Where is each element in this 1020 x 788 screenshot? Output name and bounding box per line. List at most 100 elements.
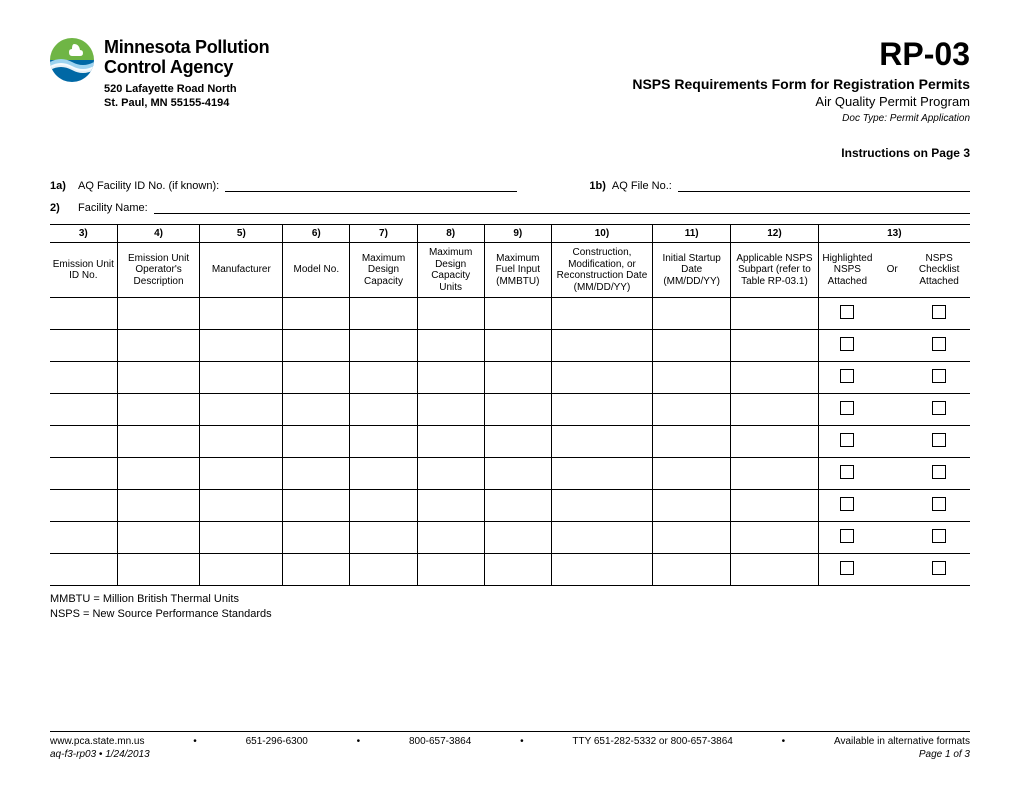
table-cell[interactable] bbox=[653, 458, 731, 490]
table-cell[interactable] bbox=[50, 426, 117, 458]
table-cell[interactable] bbox=[200, 330, 283, 362]
table-cell[interactable] bbox=[350, 490, 417, 522]
table-cell[interactable] bbox=[551, 298, 652, 330]
checklist-attached-checkbox[interactable] bbox=[932, 497, 946, 511]
table-cell[interactable] bbox=[417, 426, 484, 458]
field-1b-input[interactable] bbox=[678, 178, 970, 192]
table-cell[interactable] bbox=[653, 522, 731, 554]
table-cell[interactable] bbox=[200, 426, 283, 458]
checklist-attached-checkbox[interactable] bbox=[932, 529, 946, 543]
field-1a-input[interactable] bbox=[225, 178, 517, 192]
table-cell[interactable] bbox=[50, 458, 117, 490]
table-cell[interactable] bbox=[283, 298, 350, 330]
table-cell[interactable] bbox=[350, 426, 417, 458]
table-cell[interactable] bbox=[731, 330, 818, 362]
table-cell[interactable] bbox=[50, 554, 117, 586]
table-cell[interactable] bbox=[731, 554, 818, 586]
table-cell[interactable] bbox=[117, 458, 200, 490]
table-cell[interactable] bbox=[731, 362, 818, 394]
table-cell[interactable] bbox=[731, 490, 818, 522]
table-cell[interactable] bbox=[484, 426, 551, 458]
nsps-attached-checkbox[interactable] bbox=[840, 401, 854, 415]
table-cell[interactable] bbox=[200, 298, 283, 330]
table-cell[interactable] bbox=[731, 458, 818, 490]
nsps-attached-checkbox[interactable] bbox=[840, 337, 854, 351]
table-cell[interactable] bbox=[417, 554, 484, 586]
table-cell[interactable] bbox=[350, 554, 417, 586]
nsps-attached-checkbox[interactable] bbox=[840, 433, 854, 447]
table-cell[interactable] bbox=[551, 522, 652, 554]
checklist-attached-checkbox[interactable] bbox=[932, 465, 946, 479]
table-cell[interactable] bbox=[350, 394, 417, 426]
checklist-attached-checkbox[interactable] bbox=[932, 337, 946, 351]
table-cell[interactable] bbox=[484, 394, 551, 426]
table-cell[interactable] bbox=[551, 394, 652, 426]
table-cell[interactable] bbox=[200, 458, 283, 490]
table-cell[interactable] bbox=[484, 522, 551, 554]
table-cell[interactable] bbox=[50, 362, 117, 394]
table-cell[interactable] bbox=[417, 394, 484, 426]
table-cell[interactable] bbox=[283, 554, 350, 586]
nsps-attached-checkbox[interactable] bbox=[840, 497, 854, 511]
checklist-attached-checkbox[interactable] bbox=[932, 369, 946, 383]
table-cell[interactable] bbox=[200, 554, 283, 586]
table-cell[interactable] bbox=[200, 490, 283, 522]
table-cell[interactable] bbox=[350, 362, 417, 394]
table-cell[interactable] bbox=[117, 298, 200, 330]
table-cell[interactable] bbox=[117, 522, 200, 554]
table-cell[interactable] bbox=[283, 426, 350, 458]
table-cell[interactable] bbox=[200, 394, 283, 426]
table-cell[interactable] bbox=[731, 394, 818, 426]
field-2-input[interactable] bbox=[154, 200, 970, 214]
table-cell[interactable] bbox=[653, 554, 731, 586]
table-cell[interactable] bbox=[484, 330, 551, 362]
table-cell[interactable] bbox=[283, 458, 350, 490]
table-cell[interactable] bbox=[50, 394, 117, 426]
table-cell[interactable] bbox=[653, 298, 731, 330]
table-cell[interactable] bbox=[283, 522, 350, 554]
table-cell[interactable] bbox=[551, 458, 652, 490]
checklist-attached-checkbox[interactable] bbox=[932, 305, 946, 319]
table-cell[interactable] bbox=[551, 330, 652, 362]
nsps-attached-checkbox[interactable] bbox=[840, 529, 854, 543]
table-cell[interactable] bbox=[283, 362, 350, 394]
table-cell[interactable] bbox=[117, 426, 200, 458]
table-cell[interactable] bbox=[484, 490, 551, 522]
table-cell[interactable] bbox=[283, 394, 350, 426]
table-cell[interactable] bbox=[551, 362, 652, 394]
table-cell[interactable] bbox=[50, 298, 117, 330]
table-cell[interactable] bbox=[117, 554, 200, 586]
table-cell[interactable] bbox=[484, 362, 551, 394]
table-cell[interactable] bbox=[350, 330, 417, 362]
table-cell[interactable] bbox=[117, 394, 200, 426]
table-cell[interactable] bbox=[283, 490, 350, 522]
nsps-attached-checkbox[interactable] bbox=[840, 369, 854, 383]
table-cell[interactable] bbox=[283, 330, 350, 362]
nsps-attached-checkbox[interactable] bbox=[840, 561, 854, 575]
table-cell[interactable] bbox=[200, 522, 283, 554]
table-cell[interactable] bbox=[417, 458, 484, 490]
table-cell[interactable] bbox=[50, 490, 117, 522]
table-cell[interactable] bbox=[50, 522, 117, 554]
table-cell[interactable] bbox=[653, 426, 731, 458]
table-cell[interactable] bbox=[653, 490, 731, 522]
table-cell[interactable] bbox=[417, 362, 484, 394]
table-cell[interactable] bbox=[200, 362, 283, 394]
table-cell[interactable] bbox=[117, 490, 200, 522]
table-cell[interactable] bbox=[417, 330, 484, 362]
checklist-attached-checkbox[interactable] bbox=[932, 401, 946, 415]
table-cell[interactable] bbox=[50, 330, 117, 362]
table-cell[interactable] bbox=[551, 490, 652, 522]
checklist-attached-checkbox[interactable] bbox=[932, 433, 946, 447]
table-cell[interactable] bbox=[350, 458, 417, 490]
table-cell[interactable] bbox=[350, 298, 417, 330]
table-cell[interactable] bbox=[484, 554, 551, 586]
table-cell[interactable] bbox=[417, 298, 484, 330]
nsps-attached-checkbox[interactable] bbox=[840, 305, 854, 319]
checklist-attached-checkbox[interactable] bbox=[932, 561, 946, 575]
table-cell[interactable] bbox=[117, 362, 200, 394]
table-cell[interactable] bbox=[551, 426, 652, 458]
table-cell[interactable] bbox=[484, 458, 551, 490]
table-cell[interactable] bbox=[484, 298, 551, 330]
table-cell[interactable] bbox=[731, 522, 818, 554]
